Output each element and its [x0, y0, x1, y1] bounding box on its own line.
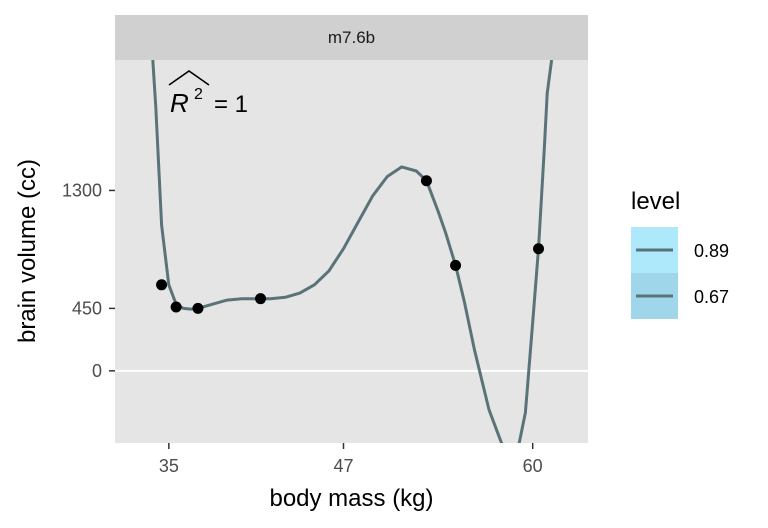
x-tick-label: 60 [523, 456, 543, 476]
facet-strip [115, 15, 588, 60]
r-squared-annotation: R 2 = 1 [168, 70, 248, 118]
data-point [420, 175, 432, 187]
y-tick-label: 0 [92, 361, 102, 381]
data-point [450, 259, 462, 271]
legend-keys: 0.89 0.67 [631, 227, 729, 319]
x-axis-label: body mass (kg) [269, 485, 433, 512]
y-axis-label: brain volume (cc) [14, 159, 41, 343]
annotation-exponent: 2 [194, 86, 203, 103]
facet-strip-label: m7.6b [328, 28, 375, 47]
plot-panel [115, 60, 588, 443]
annotation-rhs: = 1 [214, 91, 248, 118]
legend: level 0.89 0.67 [631, 188, 729, 319]
hat-accent [168, 70, 210, 86]
data-points [156, 175, 545, 314]
data-point [533, 243, 545, 255]
data-point [156, 279, 168, 291]
x-tick-label: 47 [333, 456, 353, 476]
x-axis: 35 47 60 [159, 443, 543, 476]
y-tick-label: 450 [72, 298, 102, 318]
legend-entry-label: 0.67 [694, 287, 729, 307]
legend-entry-label: 0.89 [694, 241, 729, 261]
x-tick-label: 35 [159, 456, 179, 476]
data-point [255, 293, 267, 305]
y-axis: 0 450 1300 [62, 180, 115, 381]
annotation-base: R [170, 88, 189, 118]
data-point [192, 302, 204, 314]
y-tick-label: 1300 [62, 180, 102, 200]
legend-title: level [631, 188, 680, 215]
data-point [170, 301, 182, 313]
